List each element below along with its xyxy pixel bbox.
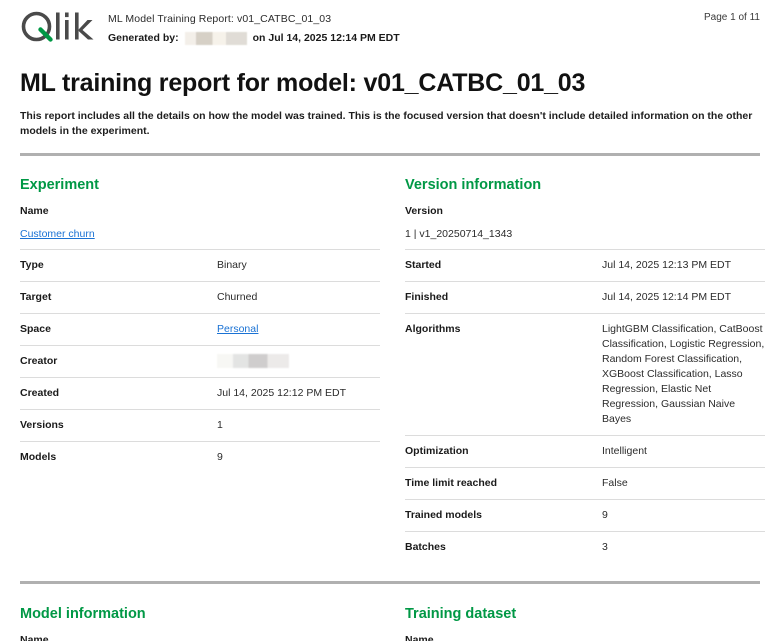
bottom-section: Model information Name v01_CATBC_01_03 A… bbox=[20, 581, 760, 641]
row-label-algorithms: Algorithms bbox=[405, 323, 461, 335]
row-value-creator bbox=[217, 354, 380, 369]
row-label-time-limit-reached: Time limit reached bbox=[405, 477, 498, 489]
experiment-space-link[interactable]: Personal bbox=[217, 323, 259, 335]
table-row: Models 9 bbox=[20, 441, 380, 473]
version-value: 1 | v1_20250714_1343 bbox=[405, 228, 513, 240]
experiment-name-value: Customer churn bbox=[20, 227, 380, 242]
version-label: Version bbox=[405, 205, 443, 217]
creator-redacted-user bbox=[217, 354, 289, 369]
experiment-name-link[interactable]: Customer churn bbox=[20, 228, 95, 240]
row-value-finished: Jul 14, 2025 12:14 PM EDT bbox=[602, 291, 731, 303]
section-divider-top bbox=[20, 153, 760, 156]
report-header: ML Model Training Report: v01_CATBC_01_0… bbox=[20, 0, 760, 54]
row-label-trained-models: Trained models bbox=[405, 509, 483, 521]
header-meta: ML Model Training Report: v01_CATBC_01_0… bbox=[104, 8, 760, 46]
row-label-finished: Finished bbox=[405, 291, 449, 303]
title-block: ML training report for model: v01_CATBC_… bbox=[20, 68, 760, 139]
qlik-logo-icon bbox=[21, 11, 94, 42]
generated-by-redacted-user bbox=[184, 32, 247, 45]
row-label-space: Space bbox=[20, 323, 51, 335]
model-information-heading: Model information bbox=[20, 606, 146, 622]
table-row: Started Jul 14, 2025 12:13 PM EDT bbox=[405, 249, 765, 281]
row-value-type: Binary bbox=[217, 259, 247, 271]
row-label-type: Type bbox=[20, 259, 44, 271]
table-row: Creator bbox=[20, 345, 380, 377]
header-report-line: ML Model Training Report: v01_CATBC_01_0… bbox=[108, 13, 332, 25]
table-row: Time limit reached False bbox=[405, 467, 765, 499]
table-row: Created Jul 14, 2025 12:12 PM EDT bbox=[20, 377, 380, 409]
row-value-started: Jul 14, 2025 12:13 PM EDT bbox=[602, 259, 731, 271]
table-row: Algorithms LightGBM Classification, CatB… bbox=[405, 313, 765, 435]
model-name-label: Name bbox=[20, 634, 49, 641]
table-row: Batches 3 bbox=[405, 531, 765, 563]
training-dataset-heading: Training dataset bbox=[405, 606, 517, 622]
row-label-created: Created bbox=[20, 387, 60, 399]
version-information-heading: Version information bbox=[405, 177, 542, 193]
version-information-section: Version information Version 1 | v1_20250… bbox=[405, 176, 765, 563]
generated-on-timestamp: on Jul 14, 2025 12:14 PM EDT bbox=[252, 32, 400, 44]
dataset-name-label: Name bbox=[405, 634, 434, 641]
row-label-versions: Versions bbox=[20, 419, 64, 431]
experiment-name-label: Name bbox=[20, 205, 49, 217]
table-row: Space Personal bbox=[20, 313, 380, 345]
section-divider-bottom bbox=[20, 581, 760, 584]
row-value-versions: 1 bbox=[217, 419, 223, 431]
bottom-columns: Model information Name v01_CATBC_01_03 A… bbox=[20, 605, 760, 641]
row-label-creator: Creator bbox=[20, 355, 58, 367]
row-value-time-limit-reached: False bbox=[602, 477, 628, 489]
row-value-target: Churned bbox=[217, 291, 258, 303]
top-columns: Experiment Name Customer churn Type Bina… bbox=[20, 176, 765, 563]
row-value-created: Jul 14, 2025 12:12 PM EDT bbox=[217, 387, 346, 399]
qlik-logo bbox=[20, 8, 104, 44]
row-label-optimization: Optimization bbox=[405, 445, 469, 457]
row-value-optimization: Intelligent bbox=[602, 445, 647, 457]
row-value-batches: 3 bbox=[602, 541, 608, 553]
header-generated-line: Generated by: on Jul 14, 2025 12:14 PM E… bbox=[108, 31, 760, 46]
experiment-section: Experiment Name Customer churn Type Bina… bbox=[20, 176, 380, 563]
row-label-started: Started bbox=[405, 259, 442, 271]
experiment-heading: Experiment bbox=[20, 177, 99, 193]
generated-by-label: Generated by: bbox=[108, 32, 179, 44]
table-row: Trained models 9 bbox=[405, 499, 765, 531]
table-row: Target Churned bbox=[20, 281, 380, 313]
row-value-models: 9 bbox=[217, 451, 223, 463]
page-title: ML training report for model: v01_CATBC_… bbox=[20, 69, 586, 97]
page-subtitle: This report includes all the details on … bbox=[20, 110, 753, 137]
table-row: Type Binary bbox=[20, 249, 380, 281]
table-row: Optimization Intelligent bbox=[405, 435, 765, 467]
page-number: Page 1 of 11 bbox=[704, 12, 760, 23]
row-value-trained-models: 9 bbox=[602, 509, 608, 521]
model-information-section: Model information Name v01_CATBC_01_03 A… bbox=[20, 605, 380, 641]
training-dataset-section: Training dataset Name ML - Churn data - … bbox=[405, 605, 765, 641]
row-value-space: Personal bbox=[217, 322, 380, 337]
table-row: Finished Jul 14, 2025 12:14 PM EDT bbox=[405, 281, 765, 313]
row-label-batches: Batches bbox=[405, 541, 446, 553]
table-row: Versions 1 bbox=[20, 409, 380, 441]
row-label-target: Target bbox=[20, 291, 52, 303]
row-label-models: Models bbox=[20, 451, 57, 463]
row-value-algorithms: LightGBM Classification, CatBoost Classi… bbox=[602, 323, 765, 425]
